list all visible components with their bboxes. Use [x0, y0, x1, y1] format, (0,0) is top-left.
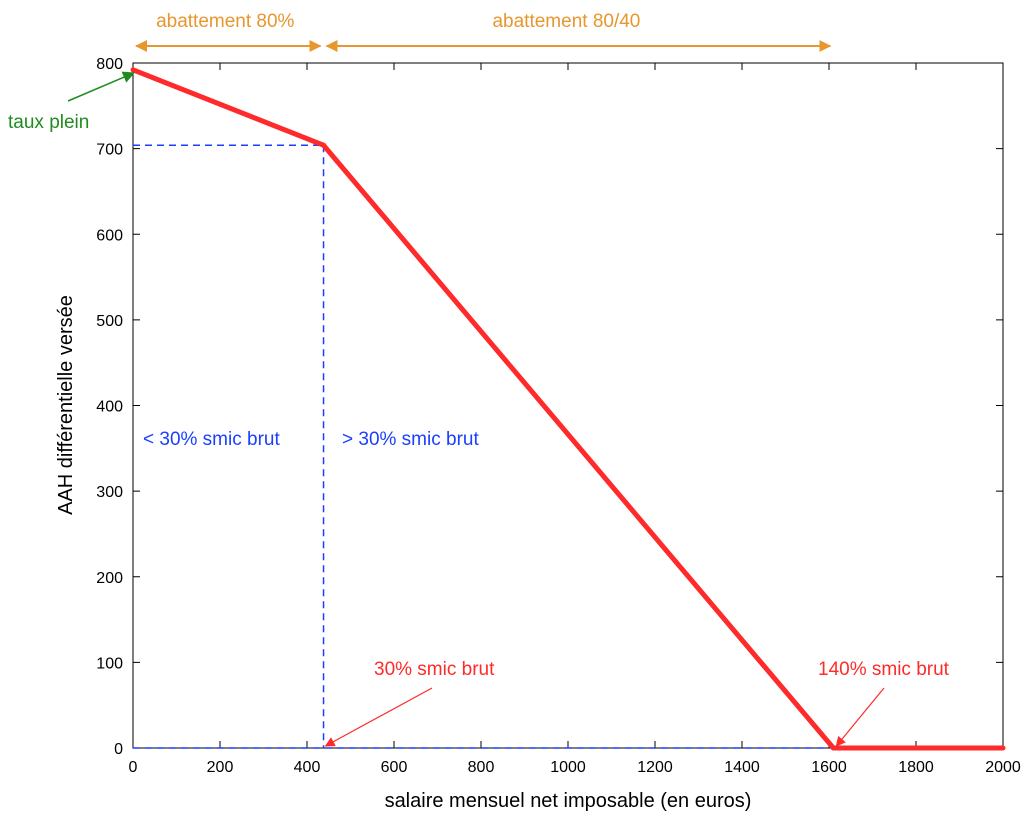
annotation-taux-plein-arrow [67, 71, 135, 102]
x-tick-label: 1000 [550, 759, 586, 776]
y-axis-title: AAH différentielle versée [55, 295, 77, 515]
x-tick-label: 400 [294, 759, 321, 776]
x-tick-label: 800 [468, 759, 495, 776]
y-tick-label: 100 [96, 655, 123, 672]
y-tick-label: 300 [96, 484, 123, 501]
x-tick-label: 0 [129, 759, 138, 776]
y-tick-label: 400 [96, 399, 123, 416]
series-point [321, 142, 327, 148]
range-label-abattement-80: abattement 80% [156, 11, 294, 32]
annotation-taux-plein: taux plein [8, 112, 89, 133]
annotations: abattement 80% abattement 80/40 taux plein… [8, 11, 950, 747]
series-line-aah [132, 67, 1003, 751]
range-label-abattement-80-40: abattement 80/40 [492, 11, 640, 32]
x-tick-label: 1800 [898, 759, 934, 776]
series-point [830, 745, 836, 751]
x-tick-label: 2000 [985, 759, 1021, 776]
x-tick-label: 600 [381, 759, 408, 776]
x-axis-title: salaire mensuel net imposable (en euros) [385, 790, 752, 812]
y-tick-label: 0 [114, 741, 123, 758]
annotation-30-smic-brut: 30% smic brut [374, 659, 495, 680]
annotation-140-smic-brut-arrow [835, 687, 885, 747]
x-tick-label: 1200 [637, 759, 673, 776]
threshold-reference-lines [133, 144, 834, 749]
y-tick-label: 500 [96, 313, 123, 330]
y-tick-label: 600 [96, 227, 123, 244]
y-axis-ticks: 0 100 200 300 400 500 600 700 800 [96, 56, 1003, 758]
annotation-below-threshold: < 30% smic brut [143, 429, 280, 450]
y-tick-label: 200 [96, 570, 123, 587]
x-tick-label: 1600 [811, 759, 847, 776]
annotation-above-threshold: > 30% smic brut [342, 429, 479, 450]
series-point [1000, 745, 1006, 751]
annotation-140-smic-brut: 140% smic brut [818, 659, 950, 680]
series-point [130, 67, 136, 73]
x-tick-label: 200 [207, 759, 234, 776]
annotation-30-smic-brut-arrow [324, 687, 433, 747]
x-tick-label: 1400 [724, 759, 760, 776]
series-group [130, 67, 1006, 751]
y-tick-label: 700 [96, 142, 123, 159]
x-axis-ticks: 0 200 400 600 800 1000 1200 1400 1600 1800 2000 [129, 63, 1021, 776]
y-tick-label: 800 [96, 56, 123, 73]
plot-area [132, 62, 1004, 749]
